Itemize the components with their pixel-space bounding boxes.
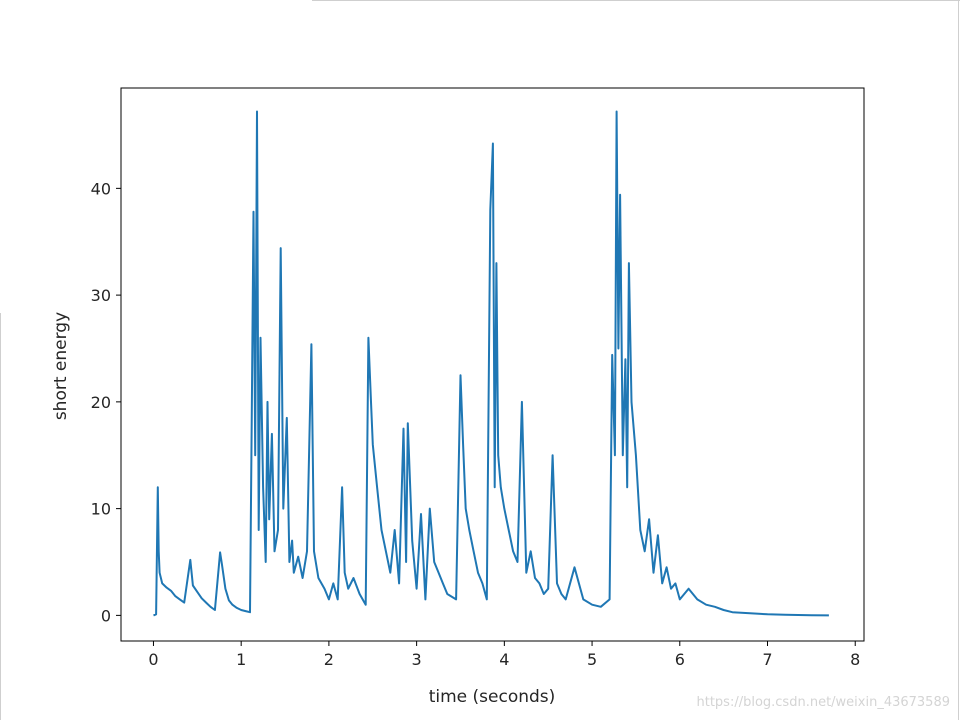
- x-tick-label: 8: [850, 650, 860, 669]
- x-tick-label: 3: [412, 650, 422, 669]
- x-axis-label: time (seconds): [429, 687, 556, 707]
- x-tick-label: 0: [148, 650, 158, 669]
- axes-frame: [120, 87, 865, 642]
- series-line-0: [153, 110, 829, 617]
- x-tick-label: 5: [587, 650, 597, 669]
- y-tick-label: 30: [91, 286, 111, 305]
- y-tick-label: 40: [91, 179, 111, 198]
- y-tick-label: 0: [101, 606, 111, 625]
- y-tick-label: 10: [91, 500, 111, 519]
- x-tick-label: 7: [762, 650, 772, 669]
- frame-top-edge: [312, 0, 960, 1]
- y-axis-label: short energy: [51, 312, 71, 420]
- watermark: https://blog.csdn.net/weixin_43673589: [696, 695, 950, 710]
- x-tick-label: 1: [236, 650, 246, 669]
- x-tick-label: 4: [499, 650, 509, 669]
- frame-right-edge: [958, 0, 959, 720]
- x-tick-label: 6: [675, 650, 685, 669]
- y-tick-label: 20: [91, 393, 111, 412]
- x-tick-label: 2: [324, 650, 334, 669]
- frame-left-edge: [0, 313, 1, 720]
